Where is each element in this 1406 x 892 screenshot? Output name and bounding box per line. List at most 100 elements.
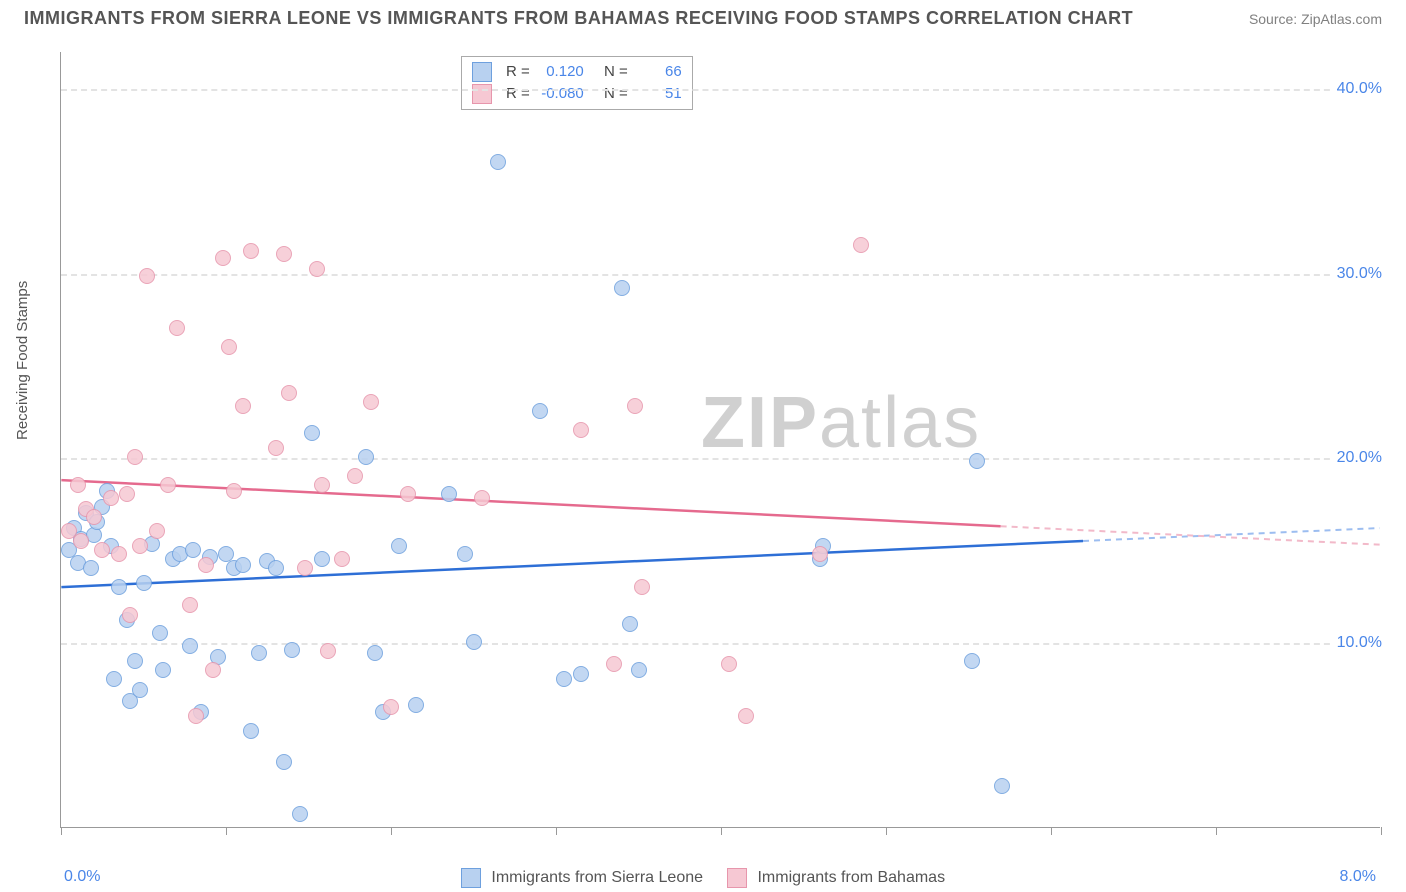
data-point-sierra_leone (441, 486, 457, 502)
data-point-sierra_leone (466, 634, 482, 650)
data-point-sierra_leone (358, 449, 374, 465)
data-point-sierra_leone (964, 653, 980, 669)
r-label: R = (506, 61, 530, 83)
y-axis-label: Receiving Food Stamps (14, 281, 31, 440)
data-point-bahamas (347, 468, 363, 484)
x-tick (886, 827, 887, 835)
swatch-sierra-leone (461, 868, 481, 888)
data-point-sierra_leone (994, 778, 1010, 794)
data-point-sierra_leone (391, 538, 407, 554)
data-point-sierra_leone (367, 645, 383, 661)
r-value-bahamas: -0.080 (538, 83, 584, 105)
data-point-bahamas (127, 449, 143, 465)
data-point-sierra_leone (969, 453, 985, 469)
trend-lines-layer (61, 52, 1380, 827)
legend-row-sierra-leone: R = 0.120 N = 66 (472, 61, 682, 83)
data-point-bahamas (94, 542, 110, 558)
x-tick (391, 827, 392, 835)
data-point-bahamas (281, 385, 297, 401)
data-point-bahamas (111, 546, 127, 562)
x-tick (1216, 827, 1217, 835)
data-point-bahamas (139, 268, 155, 284)
data-point-bahamas (297, 560, 313, 576)
correlation-legend: R = 0.120 N = 66 R = -0.080 N = 51 (461, 56, 693, 110)
n-label: N = (604, 61, 628, 83)
gridline-h (61, 458, 1380, 460)
data-point-sierra_leone (243, 723, 259, 739)
x-tick (226, 827, 227, 835)
data-point-sierra_leone (218, 546, 234, 562)
data-point-sierra_leone (152, 625, 168, 641)
legend-item-sierra-leone: Immigrants from Sierra Leone (461, 868, 703, 888)
y-tick-label: 40.0% (1331, 80, 1382, 98)
data-point-bahamas (182, 597, 198, 613)
swatch-bahamas (472, 84, 492, 104)
data-point-sierra_leone (276, 754, 292, 770)
swatch-bahamas (727, 868, 747, 888)
data-point-bahamas (86, 509, 102, 525)
data-point-bahamas (812, 546, 828, 562)
chart-title: IMMIGRANTS FROM SIERRA LEONE VS IMMIGRAN… (24, 8, 1133, 29)
trendline-sierra_leone (61, 541, 1083, 587)
data-point-bahamas (215, 250, 231, 266)
data-point-sierra_leone (83, 560, 99, 576)
data-point-sierra_leone (622, 616, 638, 632)
data-point-sierra_leone (132, 682, 148, 698)
data-point-sierra_leone (408, 697, 424, 713)
data-point-bahamas (198, 557, 214, 573)
watermark-bold: ZIP (701, 383, 819, 463)
data-point-sierra_leone (631, 662, 647, 678)
data-point-bahamas (573, 422, 589, 438)
n-value-bahamas: 51 (636, 83, 682, 105)
data-point-bahamas (400, 486, 416, 502)
data-point-bahamas (634, 579, 650, 595)
x-tick (1051, 827, 1052, 835)
data-point-sierra_leone (304, 425, 320, 441)
gridline-h (61, 89, 1380, 91)
legend-label-bahamas: Immigrants from Bahamas (757, 869, 945, 886)
data-point-sierra_leone (614, 280, 630, 296)
legend-row-bahamas: R = -0.080 N = 51 (472, 83, 682, 105)
data-point-bahamas (235, 398, 251, 414)
data-point-bahamas (627, 398, 643, 414)
r-label: R = (506, 83, 530, 105)
chart-plot-area: ZIPatlas R = 0.120 N = 66 R = -0.080 N =… (60, 52, 1380, 828)
data-point-bahamas (853, 237, 869, 253)
data-point-bahamas (122, 607, 138, 623)
data-point-sierra_leone (185, 542, 201, 558)
r-value-sierra-leone: 0.120 (538, 61, 584, 83)
source-label: Source: ZipAtlas.com (1249, 11, 1382, 27)
swatch-sierra-leone (472, 62, 492, 82)
data-point-bahamas (226, 483, 242, 499)
data-point-bahamas (188, 708, 204, 724)
data-point-bahamas (320, 643, 336, 659)
data-point-bahamas (334, 551, 350, 567)
data-point-sierra_leone (235, 557, 251, 573)
data-point-bahamas (309, 261, 325, 277)
data-point-bahamas (119, 486, 135, 502)
trendline-extrap-bahamas (1001, 526, 1380, 544)
watermark-light: atlas (819, 383, 981, 463)
watermark: ZIPatlas (701, 382, 981, 464)
data-point-sierra_leone (314, 551, 330, 567)
data-point-bahamas (383, 699, 399, 715)
data-point-bahamas (73, 533, 89, 549)
data-point-bahamas (132, 538, 148, 554)
data-point-bahamas (721, 656, 737, 672)
data-point-bahamas (103, 490, 119, 506)
n-value-sierra-leone: 66 (636, 61, 682, 83)
data-point-sierra_leone (182, 638, 198, 654)
data-point-sierra_leone (106, 671, 122, 687)
data-point-sierra_leone (111, 579, 127, 595)
data-point-bahamas (169, 320, 185, 336)
data-point-sierra_leone (284, 642, 300, 658)
data-point-bahamas (738, 708, 754, 724)
data-point-bahamas (474, 490, 490, 506)
x-tick (721, 827, 722, 835)
data-point-bahamas (221, 339, 237, 355)
data-point-bahamas (363, 394, 379, 410)
x-tick (1381, 827, 1382, 835)
data-point-bahamas (606, 656, 622, 672)
data-point-bahamas (243, 243, 259, 259)
data-point-sierra_leone (127, 653, 143, 669)
